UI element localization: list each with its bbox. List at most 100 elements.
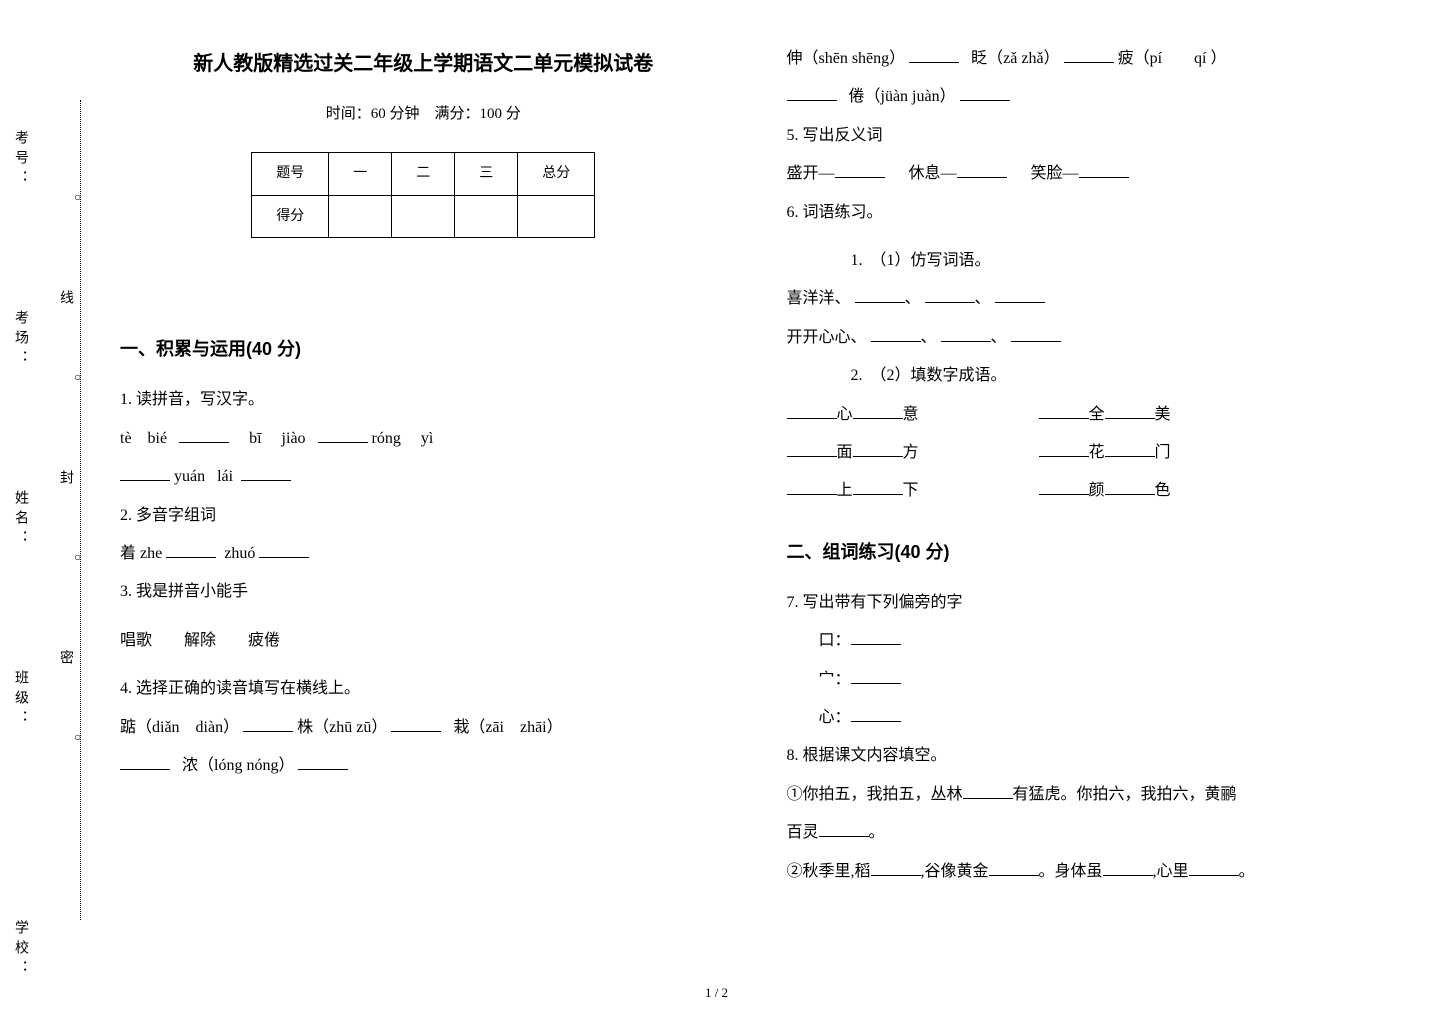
- pinyin: bī: [249, 430, 261, 447]
- pinyin: tè: [120, 430, 132, 447]
- idiom-char: 意: [903, 406, 919, 423]
- idiom-char: 门: [1155, 444, 1171, 461]
- blank: [835, 162, 885, 178]
- q7-radical: 口：: [819, 632, 851, 649]
- blank: [1079, 162, 1129, 178]
- binding-dotted-line: [80, 100, 81, 920]
- blank: [1103, 860, 1153, 876]
- pinyin: róng: [372, 430, 401, 447]
- blank: [853, 479, 903, 495]
- q3-words: 唱歌 解除 疲倦: [120, 622, 727, 660]
- blank: [963, 783, 1013, 799]
- idiom-char: 美: [1155, 406, 1171, 423]
- blank: [241, 465, 291, 481]
- blank: [1039, 403, 1089, 419]
- q2-text: zhuó: [224, 545, 255, 562]
- q6-label: 6. 词语练习。: [787, 194, 1394, 232]
- q4-item: 眨（zǎ zhǎ）: [971, 50, 1059, 67]
- idiom-row: 心意: [787, 396, 919, 434]
- q4-item: 株（zhū zū）: [297, 719, 387, 736]
- q8-label: 8. 根据课文内容填空。: [787, 737, 1394, 775]
- blank: [787, 479, 837, 495]
- q2-label: 2. 多音字组词: [120, 497, 727, 535]
- idiom-char: 面: [837, 444, 853, 461]
- q4-line-right1: 伸（shēn shēng） 眨（zǎ zhǎ） 疲（pí qí ）: [787, 40, 1394, 78]
- blank: [995, 287, 1045, 303]
- binding-circle-icon: ○: [74, 370, 86, 382]
- q6-s1-line2: 开开心心、 、 、: [787, 319, 1394, 357]
- blank: [851, 629, 901, 645]
- idiom-char: 上: [837, 482, 853, 499]
- score-row-label: 得分: [252, 195, 329, 238]
- q5-item: 休息—: [909, 165, 957, 182]
- blank: [120, 465, 170, 481]
- q4-item: 踮（diǎn diàn）: [120, 719, 239, 736]
- score-cell: [329, 195, 392, 238]
- q7-radical: 宀：: [819, 671, 851, 688]
- q8-text: 。身体虽: [1039, 863, 1103, 880]
- score-header: 二: [392, 153, 455, 196]
- blank: [1105, 441, 1155, 457]
- q6-text: 喜洋洋、: [787, 290, 851, 307]
- pinyin: jiào: [282, 430, 306, 447]
- q4-label: 4. 选择正确的读音填写在横线上。: [120, 670, 727, 708]
- q6-idiom-grid: 心意 面方 上下 全美 花门 颜色: [787, 396, 1394, 511]
- q7-line: 宀：: [787, 661, 1394, 699]
- pinyin: yuán: [174, 468, 205, 485]
- blank: [787, 441, 837, 457]
- q2-line: 着 zhe zhuó: [120, 535, 727, 573]
- idiom-char: 方: [903, 444, 919, 461]
- blank: [855, 287, 905, 303]
- q8-line3: ②秋季里,稻,谷像黄金。身体虽,心里。: [787, 853, 1394, 891]
- blank: [787, 403, 837, 419]
- idiom-char: 心: [837, 406, 853, 423]
- binding-circle-icon: ○: [74, 550, 86, 562]
- blank: [787, 85, 837, 101]
- blank: [819, 821, 869, 837]
- q8-text: 。: [869, 824, 885, 841]
- q7-label: 7. 写出带有下列偏旁的字: [787, 584, 1394, 622]
- blank: [259, 542, 309, 558]
- q7-line: 口：: [787, 622, 1394, 660]
- score-cell: [455, 195, 518, 238]
- q1-label: 1. 读拼音，写汉字。: [120, 381, 727, 419]
- blank: [941, 326, 991, 342]
- binding-label-school: 学校：: [10, 920, 30, 980]
- q6-s1-line1: 喜洋洋、 、 、: [787, 280, 1394, 318]
- blank: [851, 668, 901, 684]
- section-2-title: 二、组词练习(40 分): [787, 531, 1394, 574]
- q8-text: 有猛虎。你拍六，我拍六，黄鹂: [1013, 786, 1237, 803]
- q1-pinyin-line1: tè bié bī jiào róng yì: [120, 420, 727, 458]
- blank: [960, 85, 1010, 101]
- binding-circle-icon: ○: [74, 730, 86, 742]
- binding-label-exam-id: 考号：: [10, 130, 30, 190]
- q6-text: 开开心心、: [787, 329, 867, 346]
- blank: [853, 403, 903, 419]
- pinyin: yì: [421, 430, 433, 447]
- binding-label-room: 考场：: [10, 310, 30, 370]
- blank: [1105, 403, 1155, 419]
- q4-line1: 踮（diǎn diàn） 株（zhū zū） 栽（zāi zhāi）: [120, 709, 727, 747]
- blank: [1039, 441, 1089, 457]
- idiom-col-left: 心意 面方 上下: [787, 396, 919, 511]
- binding-seal-text-3: 密: [55, 650, 75, 674]
- idiom-row: 上下: [787, 472, 919, 510]
- score-header: 总分: [518, 153, 595, 196]
- score-table: 题号 一 二 三 总分 得分: [251, 152, 595, 238]
- blank: [957, 162, 1007, 178]
- blank: [391, 716, 441, 732]
- q4-item: 栽（zāi zhāi）: [453, 719, 562, 736]
- q4-item: 疲（pí qí ）: [1118, 50, 1227, 67]
- q4-item: 倦（jüàn juàn）: [849, 88, 956, 105]
- idiom-char: 颜: [1089, 482, 1105, 499]
- exam-title: 新人教版精选过关二年级上学期语文二单元模拟试卷: [120, 40, 727, 88]
- blank: [243, 716, 293, 732]
- score-header: 一: [329, 153, 392, 196]
- idiom-col-right: 全美 花门 颜色: [1039, 396, 1171, 511]
- idiom-char: 色: [1155, 482, 1171, 499]
- q5-label: 5. 写出反义词: [787, 117, 1394, 155]
- blank: [120, 754, 170, 770]
- binding-seal-text-2: 封: [55, 470, 75, 494]
- q8-text: 。: [1239, 863, 1255, 880]
- q6-sub1: 1. （1）仿写词语。: [787, 242, 1394, 280]
